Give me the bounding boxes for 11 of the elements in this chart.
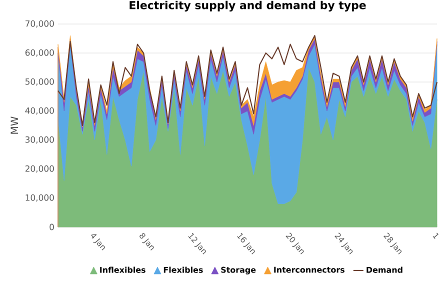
y-axis-title: MW — [10, 116, 18, 134]
y-tick-label: 20,000 — [25, 165, 54, 173]
y-tick-label: 50,000 — [26, 78, 54, 86]
y-tick-label: 40,000 — [25, 107, 54, 115]
y-tick-label: 30,000 — [25, 136, 54, 144]
chart-title: Electricity supply and demand by type — [130, 0, 366, 12]
y-tick-label: 0 — [50, 224, 54, 230]
y-tick-label: 60,000 — [25, 49, 54, 57]
y-tick-label: 70,000 — [26, 20, 54, 28]
y-tick-label: 10,000 — [26, 194, 54, 202]
line-series — [57, 35, 438, 126]
